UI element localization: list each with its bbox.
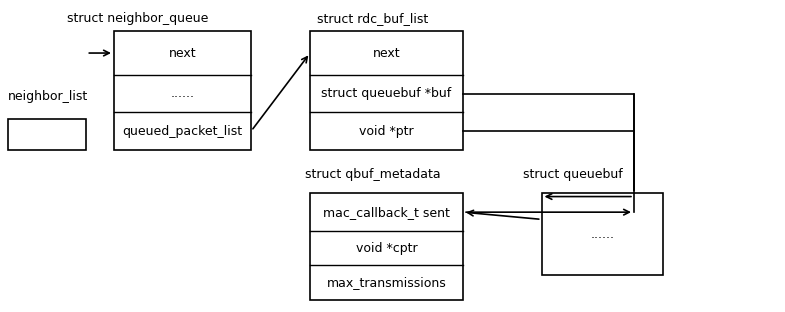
FancyBboxPatch shape (542, 193, 663, 275)
FancyBboxPatch shape (114, 31, 251, 150)
FancyBboxPatch shape (310, 31, 463, 150)
FancyBboxPatch shape (310, 193, 463, 300)
Text: void *cptr: void *cptr (356, 241, 418, 255)
Text: max_transmissions: max_transmissions (327, 276, 447, 289)
Text: void *ptr: void *ptr (360, 124, 414, 138)
Text: mac_callback_t sent: mac_callback_t sent (323, 206, 450, 219)
Text: neighbor_list: neighbor_list (8, 90, 88, 103)
Text: struct queuebuf: struct queuebuf (523, 168, 623, 181)
Text: queued_packet_list: queued_packet_list (122, 124, 243, 138)
Text: ......: ...... (170, 87, 195, 100)
Text: struct rdc_buf_list: struct rdc_buf_list (317, 12, 429, 25)
Text: struct neighbor_queue: struct neighbor_queue (67, 12, 208, 25)
FancyBboxPatch shape (8, 119, 86, 150)
Text: next: next (373, 46, 400, 60)
Text: ......: ...... (590, 227, 615, 241)
Text: struct queuebuf *buf: struct queuebuf *buf (322, 87, 451, 100)
Text: struct qbuf_metadata: struct qbuf_metadata (305, 168, 440, 181)
Text: next: next (169, 46, 196, 60)
